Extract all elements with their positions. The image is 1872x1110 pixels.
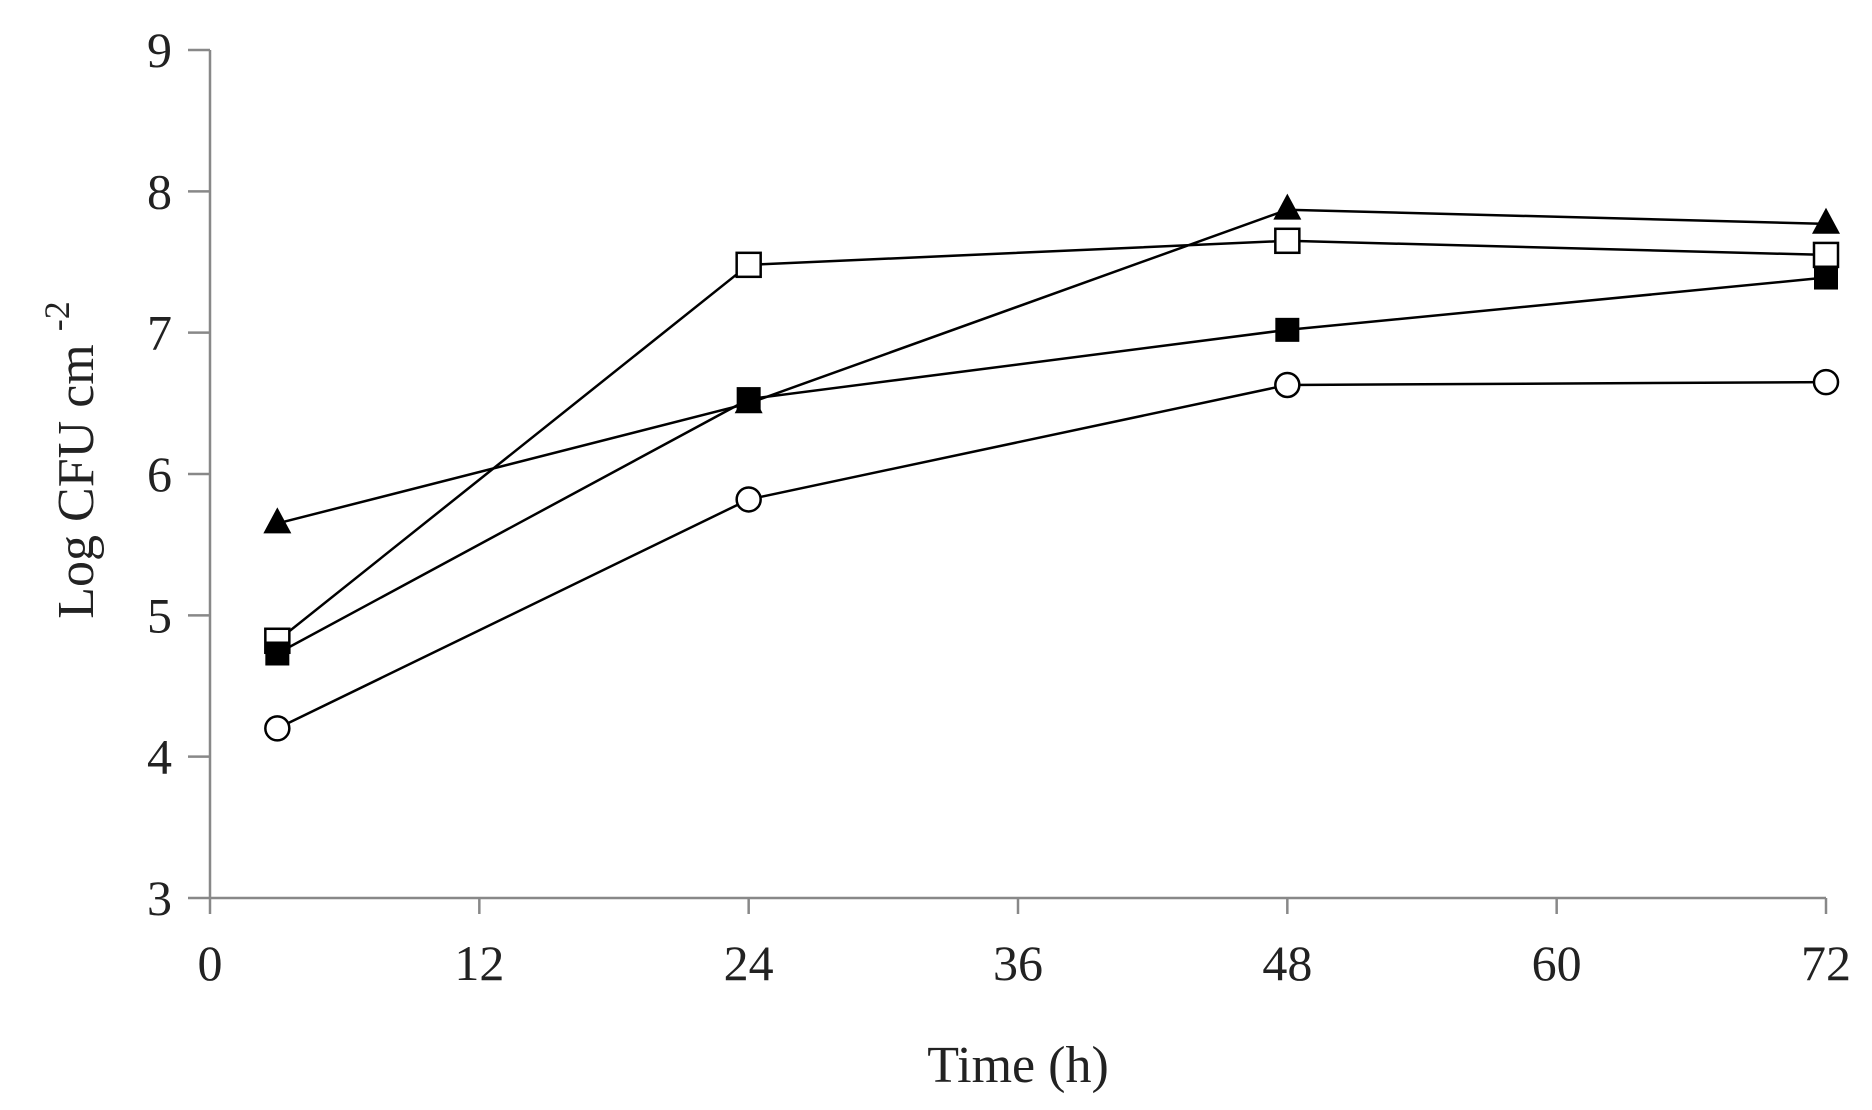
square-marker: [1814, 265, 1838, 290]
open-square-marker: [1812, 241, 1840, 269]
series-circle-open: [264, 368, 1840, 742]
series-square-open: [264, 227, 1840, 655]
y-tick-label: 4: [147, 729, 172, 785]
square-marker: [265, 641, 290, 666]
triangle-marker: [263, 507, 292, 534]
series-line: [276, 380, 1827, 730]
y-axis-title-superscript: -2: [37, 301, 77, 331]
open-square-marker: [735, 251, 762, 279]
y-tick-label: 8: [147, 163, 172, 219]
open-circle-marker: [264, 715, 291, 742]
ticks: 3 4 5 6 7 8 9 0 12 24 36 48 60 72: [147, 22, 1851, 991]
y-tick-label: 3: [147, 870, 172, 926]
open-circle-marker: [1812, 368, 1840, 396]
x-tick-label: 12: [454, 935, 504, 991]
series-layer: [263, 193, 1840, 742]
x-tick-label: 60: [1532, 935, 1582, 991]
axes: [208, 50, 1826, 900]
open-square-marker: [1274, 227, 1301, 255]
square-marker: [1275, 317, 1300, 342]
open-circle-marker: [1274, 371, 1301, 399]
square-marker: [736, 387, 761, 412]
series-line: [276, 276, 1827, 655]
x-tick-label: 0: [198, 935, 223, 991]
x-tick-label: 36: [993, 935, 1043, 991]
series-triangle: [263, 193, 1840, 534]
x-tick-label: 72: [1801, 935, 1851, 991]
open-circle-marker: [735, 486, 762, 513]
y-axis-title: Log CFU cm -2: [37, 301, 105, 618]
series-square: [265, 265, 1838, 666]
y-tick-label: 9: [147, 22, 172, 78]
y-tick-label: 6: [147, 446, 172, 502]
x-tick-label: 24: [724, 935, 774, 991]
y-tick-label: 5: [147, 587, 172, 643]
y-axis-title-main: Log CFU cm: [48, 344, 105, 618]
series-line: [276, 239, 1827, 642]
series-line: [277, 208, 1827, 525]
x-axis-title: Time (h): [927, 1037, 1109, 1094]
x-tick-label: 48: [1262, 935, 1312, 991]
y-tick-label: 7: [147, 305, 172, 361]
triangle-marker: [1273, 193, 1302, 220]
triangle-marker: [1812, 207, 1840, 234]
